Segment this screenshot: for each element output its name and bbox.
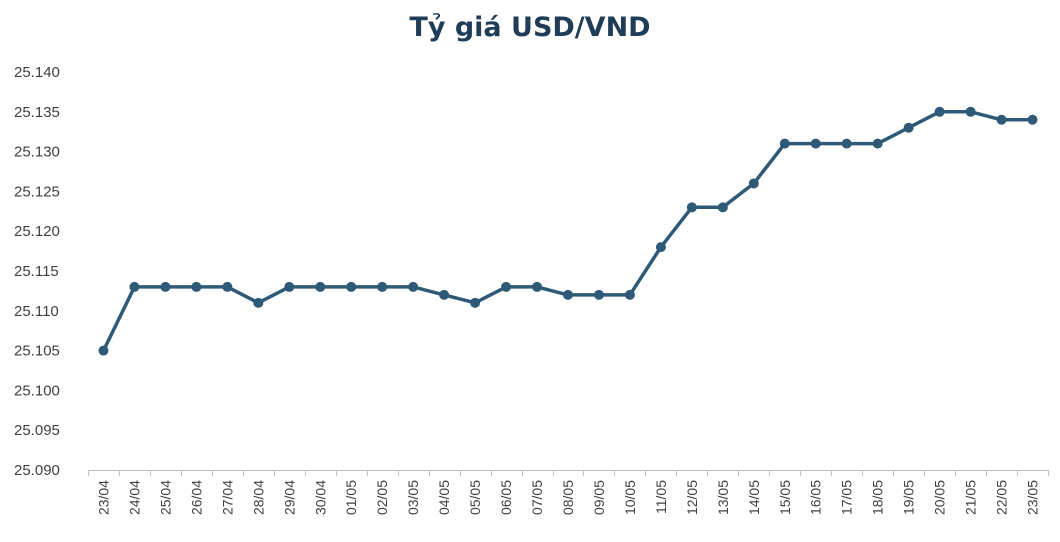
x-tick-label: 11/05 bbox=[653, 480, 669, 514]
data-point bbox=[1027, 114, 1038, 125]
y-tick-label: 25.090 bbox=[14, 462, 60, 479]
data-point bbox=[284, 281, 295, 292]
x-tick-label: 02/05 bbox=[374, 480, 390, 515]
y-tick-label: 25.095 bbox=[14, 422, 60, 439]
data-point bbox=[655, 242, 666, 253]
series-line bbox=[101, 110, 1035, 353]
data-point bbox=[748, 178, 759, 189]
data-point bbox=[593, 289, 604, 300]
x-tick-label: 24/04 bbox=[126, 480, 142, 515]
y-tick-label: 25.130 bbox=[14, 144, 60, 161]
x-tick-label: 22/05 bbox=[994, 480, 1010, 515]
x-tick-label: 21/05 bbox=[963, 480, 979, 515]
data-point bbox=[470, 297, 481, 308]
y-tick-label: 25.105 bbox=[14, 343, 60, 360]
x-tick-label: 29/04 bbox=[281, 480, 297, 515]
data-point bbox=[872, 138, 883, 149]
x-tick-label: 14/05 bbox=[746, 480, 762, 515]
x-tick-label: 10/05 bbox=[622, 480, 638, 515]
x-tick-label: 12/05 bbox=[684, 480, 700, 515]
data-point bbox=[129, 281, 140, 292]
data-point bbox=[377, 281, 388, 292]
x-tick-label: 04/05 bbox=[436, 480, 452, 515]
y-tick-label: 25.100 bbox=[14, 382, 60, 399]
x-tick-label: 17/05 bbox=[839, 480, 855, 515]
data-point bbox=[98, 345, 109, 356]
data-point bbox=[841, 138, 852, 149]
x-tick-label: 27/04 bbox=[219, 480, 235, 515]
x-tick-label: 08/05 bbox=[560, 480, 576, 515]
data-point bbox=[222, 281, 233, 292]
x-tick-label: 23/04 bbox=[95, 480, 111, 515]
x-tick-label: 13/05 bbox=[715, 480, 731, 515]
y-tick-label: 25.135 bbox=[14, 104, 60, 121]
x-tick-label: 09/05 bbox=[591, 480, 607, 515]
y-tick-label: 25.140 bbox=[14, 64, 60, 81]
x-tick-label: 19/05 bbox=[901, 480, 917, 515]
data-point bbox=[439, 289, 450, 300]
data-point bbox=[810, 138, 821, 149]
chart-title: Tỷ giá USD/VND bbox=[409, 12, 651, 43]
data-point bbox=[965, 106, 976, 117]
data-point bbox=[996, 114, 1007, 125]
x-tick-label: 01/05 bbox=[343, 480, 359, 515]
x-tick-label: 06/05 bbox=[498, 480, 514, 515]
x-tick-label: 15/05 bbox=[777, 480, 793, 515]
x-tick-label: 07/05 bbox=[529, 480, 545, 515]
x-tick-label: 05/05 bbox=[467, 480, 483, 515]
data-point bbox=[253, 297, 264, 308]
data-point bbox=[717, 202, 728, 213]
y-tick-label: 25.110 bbox=[14, 303, 59, 320]
x-tick-label: 26/04 bbox=[188, 480, 204, 515]
data-point bbox=[779, 138, 790, 149]
x-tick-label: 25/04 bbox=[157, 480, 173, 515]
y-tick-label: 25.125 bbox=[14, 183, 60, 200]
data-point bbox=[501, 281, 512, 292]
data-point bbox=[315, 281, 326, 292]
data-point bbox=[408, 281, 419, 292]
data-point bbox=[563, 289, 573, 300]
x-tick-label: 23/05 bbox=[1025, 480, 1041, 515]
x-tick-label: 20/05 bbox=[932, 480, 948, 515]
data-point bbox=[191, 281, 202, 292]
y-tick-label: 25.120 bbox=[14, 223, 60, 240]
data-point bbox=[624, 289, 635, 300]
data-point bbox=[934, 106, 945, 117]
x-tick-label: 30/04 bbox=[312, 480, 328, 515]
data-point bbox=[903, 122, 914, 133]
data-point bbox=[346, 281, 357, 292]
x-tick-label: 18/05 bbox=[870, 480, 886, 515]
data-point bbox=[160, 281, 171, 292]
x-tick-label: 28/04 bbox=[250, 480, 266, 515]
data-point bbox=[532, 281, 543, 292]
x-tick-label: 16/05 bbox=[808, 480, 824, 515]
data-point bbox=[686, 202, 697, 213]
y-tick-label: 25.115 bbox=[14, 263, 59, 280]
x-tick-label: 03/05 bbox=[405, 480, 421, 515]
